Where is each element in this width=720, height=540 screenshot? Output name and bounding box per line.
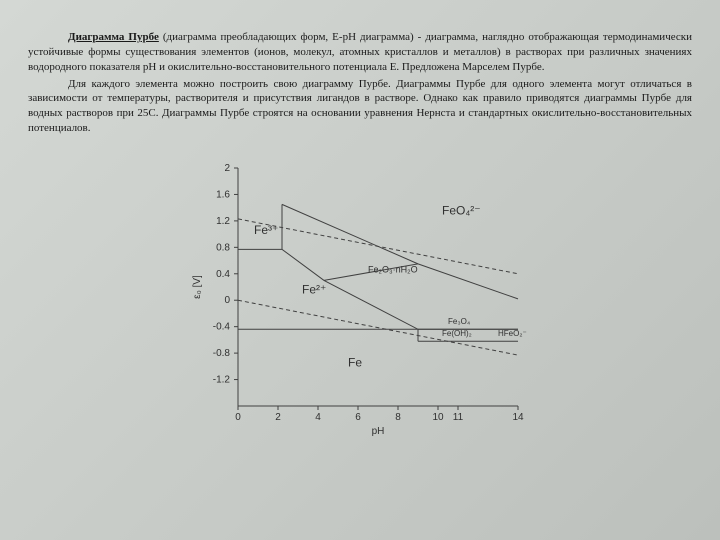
svg-text:0.4: 0.4	[216, 269, 230, 280]
svg-text:2: 2	[224, 163, 230, 174]
svg-text:4: 4	[315, 412, 321, 423]
svg-text:Fe³⁺: Fe³⁺	[254, 223, 278, 237]
paragraph-1: Диаграмма Пурбе (диаграмма преобладающих…	[28, 30, 692, 75]
svg-text:11: 11	[453, 412, 464, 423]
svg-text:ε₀ [V]: ε₀ [V]	[192, 275, 203, 299]
svg-text:Fe²⁺: Fe²⁺	[302, 283, 326, 297]
svg-text:HFeO₂⁻: HFeO₂⁻	[498, 329, 527, 338]
chart-svg: 0 2 4 6 8 10 11 14 pH 2 1.6 1.2 0.8 0.4 0 -0.4 -0.8 -1.2 ε…	[180, 150, 540, 440]
pourbaix-diagram: 0 2 4 6 8 10 11 14 pH 2 1.6 1.2 0.8 0.4 0 -0.4 -0.8 -1.2 ε…	[180, 150, 540, 440]
svg-text:Fe: Fe	[348, 355, 362, 369]
title-bold: Диаграмма Пурбе	[68, 31, 159, 43]
svg-text:6: 6	[355, 412, 361, 423]
svg-text:-0.4: -0.4	[213, 322, 231, 333]
svg-text:2: 2	[275, 412, 281, 423]
svg-text:Fe₂O₃·nH₂O: Fe₂O₃·nH₂O	[368, 264, 418, 274]
svg-text:-0.8: -0.8	[213, 348, 231, 359]
svg-text:14: 14	[512, 412, 524, 423]
svg-text:8: 8	[395, 412, 401, 423]
svg-text:Fe₃O₄: Fe₃O₄	[448, 317, 470, 326]
svg-text:pH: pH	[372, 426, 385, 437]
svg-text:10: 10	[432, 412, 444, 423]
svg-text:0.8: 0.8	[216, 242, 230, 253]
svg-text:Fe(OH)₂: Fe(OH)₂	[442, 329, 472, 338]
svg-text:FeO₄²⁻: FeO₄²⁻	[442, 203, 481, 217]
svg-text:1.6: 1.6	[216, 189, 230, 200]
svg-text:0: 0	[235, 412, 241, 423]
svg-text:1.2: 1.2	[216, 216, 230, 227]
svg-text:0: 0	[224, 295, 230, 306]
svg-text:-1.2: -1.2	[213, 374, 231, 385]
paragraph-2: Для каждого элемента можно построить сво…	[28, 77, 692, 136]
